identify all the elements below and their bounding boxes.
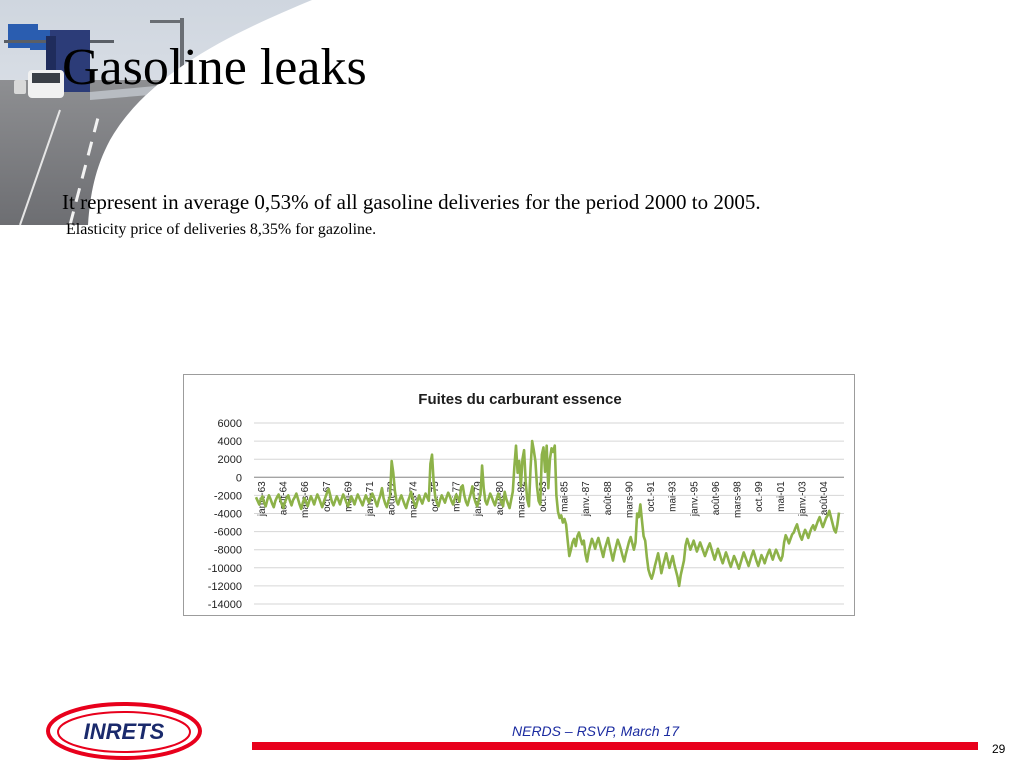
x-tick-label: août-64 xyxy=(279,481,290,515)
x-tick-labels: janv.-63 août-64 mars-66 oct.-67 mai-69 janv.… xyxy=(257,481,830,518)
x-tick-label: oct.-67 xyxy=(322,481,333,512)
x-tick-label: mars-90 xyxy=(624,481,635,518)
slide-title: Gasoline leaks xyxy=(62,39,367,96)
x-tick-label: mai-93 xyxy=(668,481,679,512)
x-tick-label: août-96 xyxy=(711,481,722,515)
y-tick-label: -10000 xyxy=(208,563,242,575)
x-tick-label: janv.-95 xyxy=(689,481,700,517)
y-tick-label: 2000 xyxy=(218,454,242,466)
x-tick-label: oct.-91 xyxy=(646,481,657,512)
x-tick-label: mai-69 xyxy=(343,481,354,512)
logo-text: INRETS xyxy=(84,719,165,744)
leak-chart: Fuites du carburant essence 6000 4000 2000… xyxy=(183,374,855,616)
y-tick-label: -2000 xyxy=(214,490,242,502)
x-tick-label: août-04 xyxy=(819,481,830,515)
x-tick-label: août-72 xyxy=(387,481,398,515)
y-tick-label: -14000 xyxy=(208,599,242,611)
y-tick-label: 0 xyxy=(236,472,242,484)
highway-photo xyxy=(0,0,312,225)
series-line xyxy=(254,439,841,588)
x-tick-label: oct.-83 xyxy=(538,481,549,512)
y-tick-label: 4000 xyxy=(218,436,242,448)
x-tick-label: mars-82 xyxy=(516,481,527,518)
page-number: 29 xyxy=(992,742,1006,756)
y-tick-label: -6000 xyxy=(214,527,242,539)
x-tick-label: oct.-99 xyxy=(754,481,765,512)
x-tick-label: janv.-03 xyxy=(797,481,808,517)
chart-title: Fuites du carburant essence xyxy=(418,391,621,408)
y-tick-label: 6000 xyxy=(218,418,242,430)
elasticity-statement: Elasticity price of deliveries 8,35% for… xyxy=(66,221,377,238)
y-tick-labels: 6000 4000 2000 0 -2000 -4000 -6000 -8000 -10000 -… xyxy=(208,418,242,611)
x-tick-label: août-88 xyxy=(603,481,614,515)
footer-text: NERDS – RSVP, March 17 xyxy=(512,723,680,739)
x-tick-label: mars-98 xyxy=(733,481,744,518)
y-tick-label: -4000 xyxy=(214,509,242,521)
x-tick-label: mai-01 xyxy=(776,481,787,512)
inrets-logo: INRETS xyxy=(46,702,202,760)
x-tick-label: mai-85 xyxy=(560,481,571,512)
series-group xyxy=(254,439,841,588)
y-tick-label: -8000 xyxy=(214,545,242,557)
footer-bar xyxy=(252,742,978,750)
leak-chart-svg: Fuites du carburant essence 6000 4000 2000… xyxy=(208,391,844,611)
average-leak-statement: It represent in average 0,53% of all gas… xyxy=(62,190,761,214)
x-tick-label: janv.-87 xyxy=(581,481,592,517)
y-tick-label: -12000 xyxy=(208,581,242,593)
gridlines xyxy=(254,422,844,605)
